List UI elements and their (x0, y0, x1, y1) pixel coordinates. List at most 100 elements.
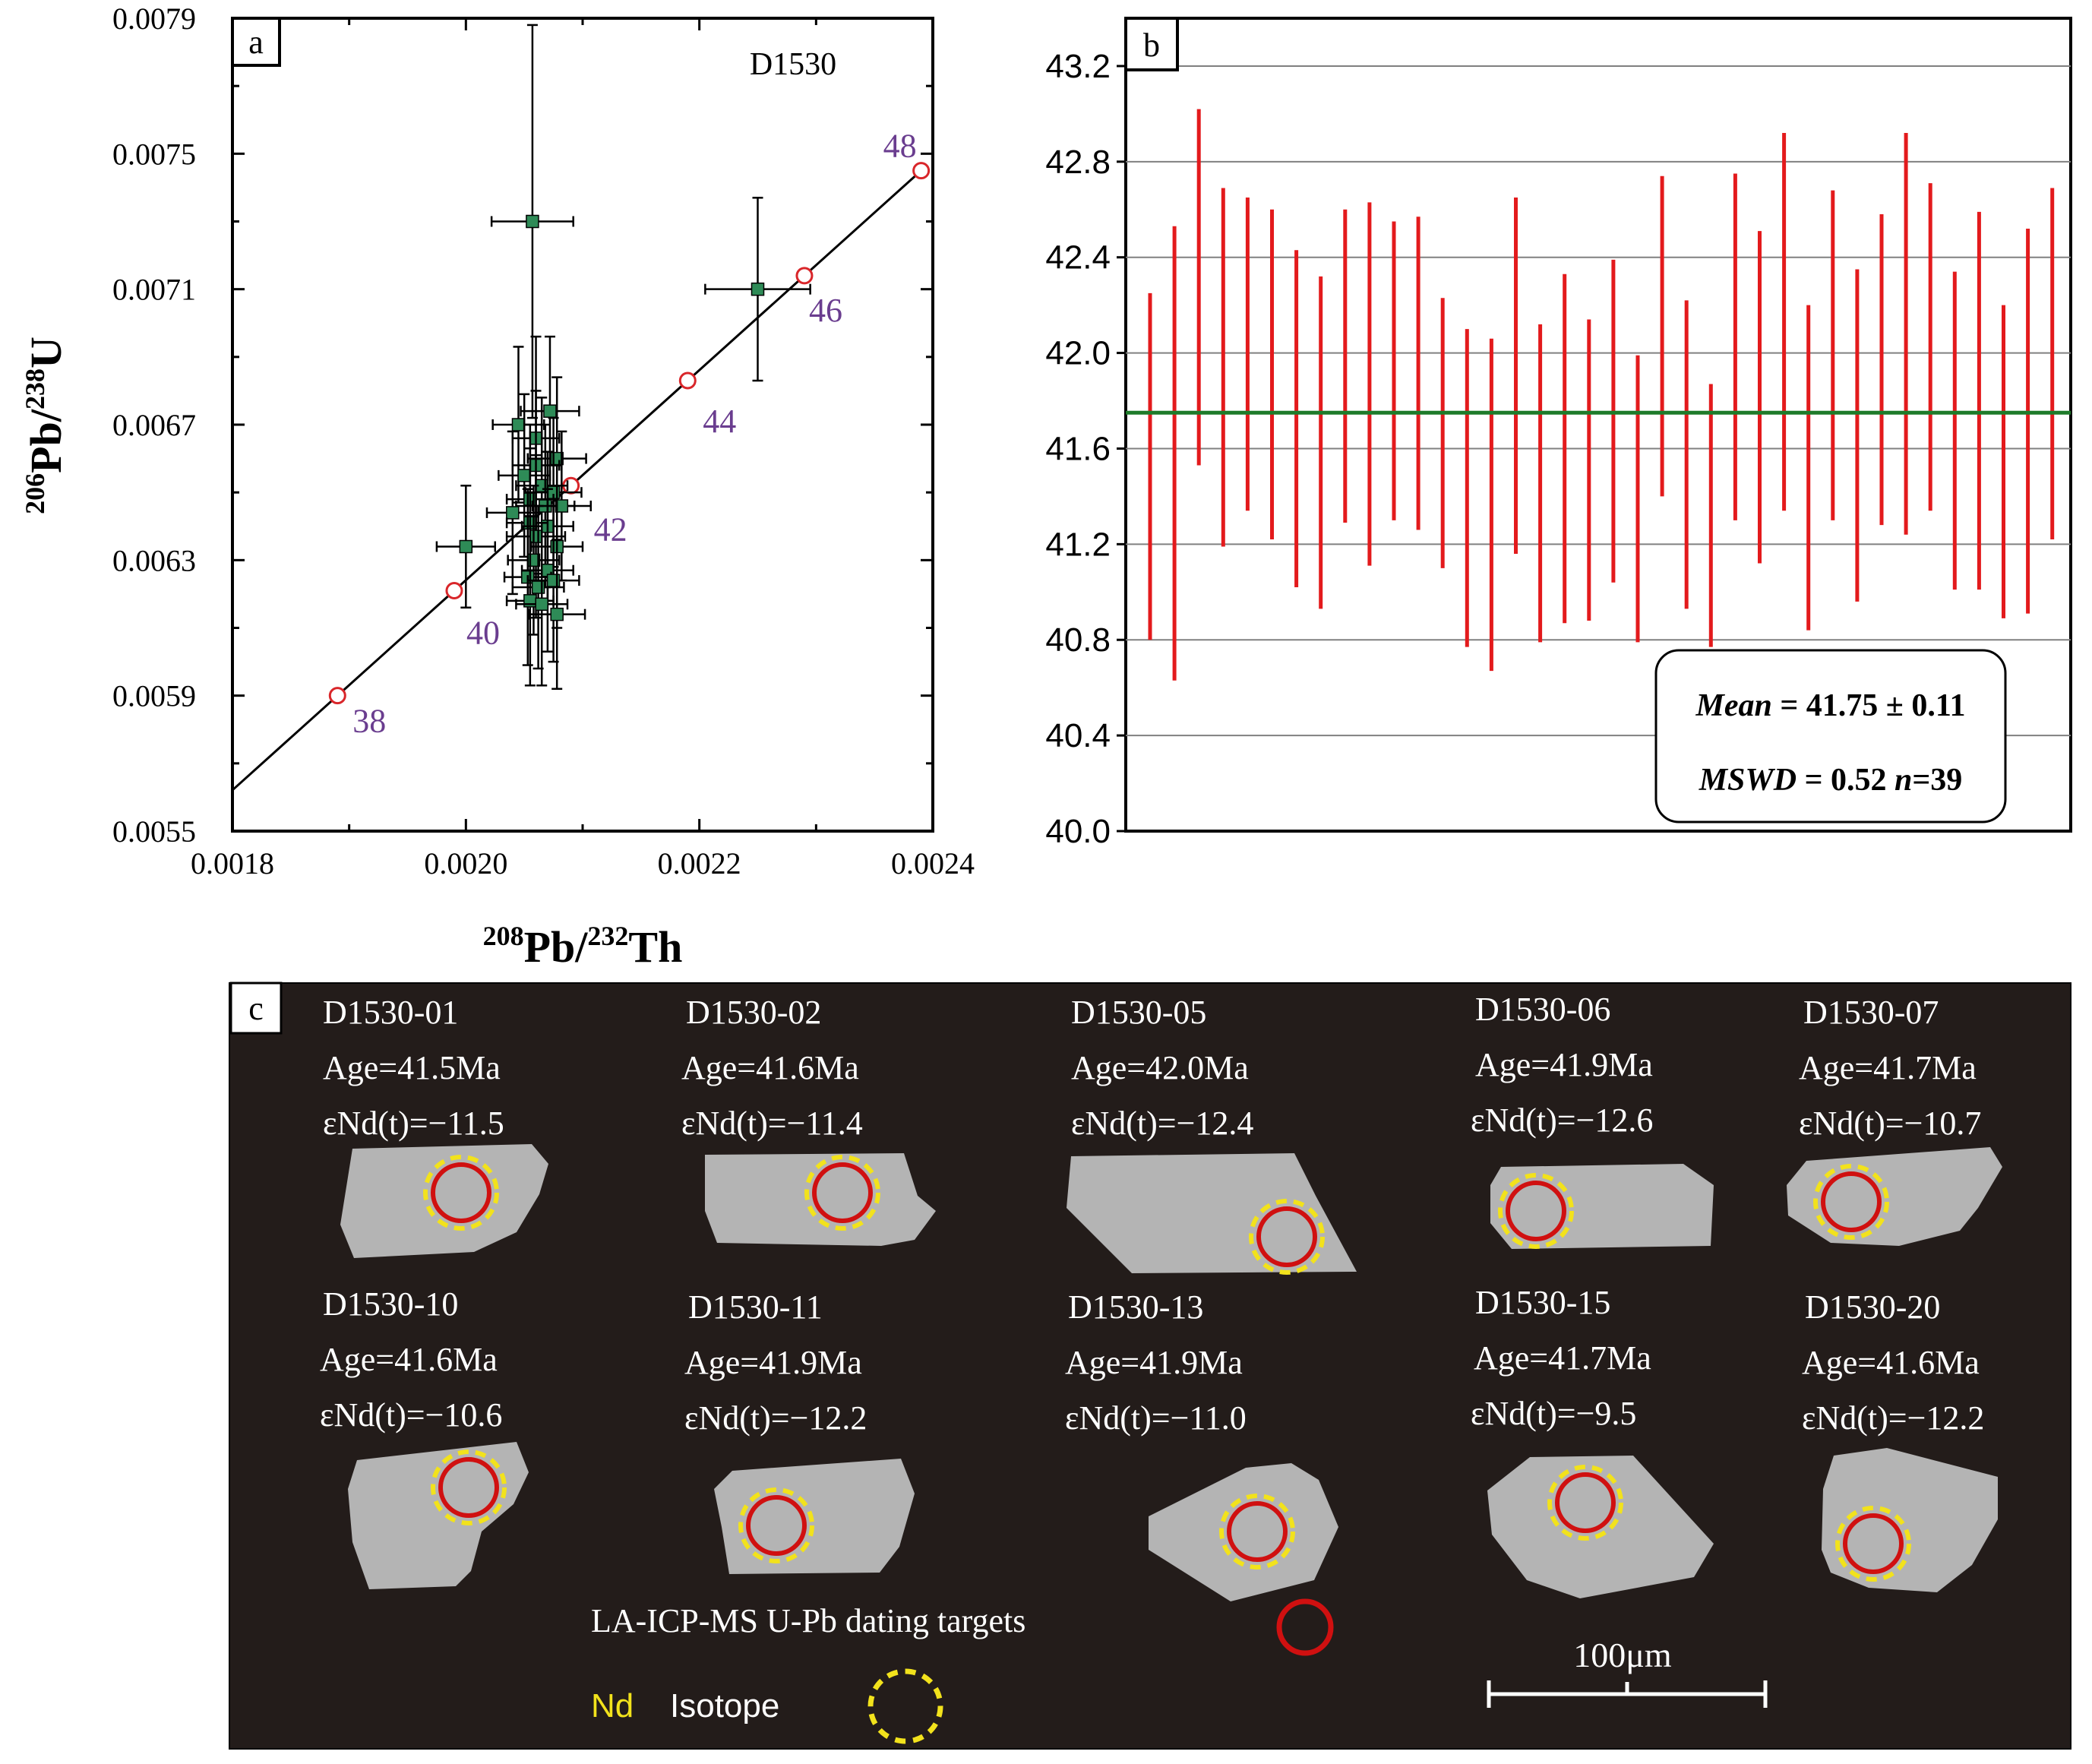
data-point (520, 335, 580, 487)
mean-value: = 41.75 ± 0.11 (1772, 688, 1966, 723)
y-tick-label: 0.0067 (112, 408, 196, 442)
grain-id: D1530-06 (1475, 991, 1610, 1028)
panel-a-x-axis-title: 208Pb/232Th (483, 921, 683, 972)
nd-isotope-target-icon (804, 1155, 880, 1231)
concordia-age-label: 44 (703, 403, 736, 440)
y-title-superscript-206: 206 (20, 473, 50, 514)
data-point-marker (459, 539, 473, 554)
mswd-label: MSWD (1699, 763, 1797, 798)
data-point (435, 485, 496, 609)
data-point-marker (535, 597, 548, 612)
dating-target-icon (1821, 1171, 1882, 1232)
y-tick-label: 42.4 (1045, 239, 1111, 277)
zircon-grain (340, 1144, 548, 1258)
grain-d1530-06: D1530-06 Age=41.9Ma εNd(t)=−12.6 (1471, 991, 1714, 1249)
y-tick-label: 42.0 (1045, 335, 1111, 372)
panel-b-label-box (1124, 17, 1179, 71)
data-point-marker (506, 506, 520, 520)
dating-target-icon (812, 1162, 873, 1223)
nd-isotope-target-icon (431, 1449, 507, 1525)
scale-bar-label: 100μm (1573, 1636, 1672, 1674)
data-point-marker (526, 214, 539, 229)
grain-id: D1530-01 (323, 994, 458, 1031)
grain-age: Age=41.5Ma (323, 1049, 501, 1086)
concordia-age-label: 46 (809, 292, 842, 329)
dating-target-icon (1256, 1206, 1317, 1267)
x-title-pb: Pb/ (524, 922, 589, 972)
data-point (505, 515, 555, 687)
x-title-th: Th (628, 922, 682, 972)
panel-a-y-axis-title: 206Pb/238U (20, 337, 71, 514)
y-tick-label: 40.8 (1045, 621, 1111, 659)
panel-b-label: b (1143, 27, 1160, 64)
y-tick-label: 41.6 (1045, 430, 1111, 467)
grain-id: D1530-13 (1068, 1288, 1203, 1326)
panel-c-grain-images: c D1530-01 Age=41.5Ma εNd(t)=−11.5 D1530… (229, 982, 2071, 1750)
scale-bar (1487, 1680, 1768, 1708)
data-point-marker (555, 499, 569, 513)
zircon-grain (348, 1442, 529, 1589)
panel-b-error-bars (1148, 109, 2055, 681)
legend-nd-label: Nd (591, 1687, 634, 1724)
nd-isotope-target-icon (423, 1155, 499, 1231)
grain-age: Age=41.9Ma (684, 1344, 862, 1381)
data-point (490, 24, 574, 419)
panel-a-concordia: 0.0055 0.0059 0.0063 0.0067 0.0071 0.0075 0.00… (20, 2, 975, 972)
data-point-marker (543, 404, 557, 418)
grain-age: Age=41.9Ma (1065, 1344, 1243, 1381)
grain-age: Age=41.7Ma (1799, 1049, 1977, 1086)
grain-id: D1530-05 (1071, 994, 1206, 1031)
zircon-grain (705, 1153, 936, 1246)
y-title-pb: Pb/ (21, 409, 71, 473)
grain-age: Age=41.7Ma (1474, 1339, 1651, 1377)
concordia-age-label: 38 (352, 703, 386, 740)
grain-end: εNd(t)=−10.7 (1799, 1105, 1981, 1142)
concordia-age-label: 48 (883, 128, 917, 165)
grain-id: D1530-02 (686, 994, 821, 1031)
y-tick-label: 41.2 (1045, 526, 1111, 563)
panel-b-y-tick-labels: 40.0 40.4 40.8 41.2 41.6 42.0 42.4 42.8 43.2 (1045, 48, 1111, 850)
panel-a-label: a (248, 24, 264, 61)
x-tick-label: 0.0018 (191, 846, 274, 880)
grain-age: Age=41.9Ma (1475, 1046, 1653, 1083)
grain-d1530-13: D1530-13 Age=41.9Ma εNd(t)=−11.0 (1065, 1288, 1338, 1601)
grain-end: εNd(t)=−9.5 (1471, 1395, 1636, 1432)
grain-age: Age=41.6Ma (1802, 1344, 1980, 1381)
data-point-marker (529, 530, 543, 543)
panel-a-frame (231, 17, 934, 833)
concordia-age-label: 40 (466, 614, 500, 651)
dating-target-icon (1555, 1472, 1616, 1533)
grain-end: εNd(t)=−10.6 (320, 1396, 502, 1434)
zircon-grain (1067, 1153, 1357, 1273)
legend-dating-circle-icon (1276, 1598, 1334, 1656)
grain-d1530-11: D1530-11 Age=41.9Ma εNd(t)=−12.2 (684, 1288, 915, 1574)
data-point-marker (511, 418, 526, 432)
y-tick-label: 42.8 (1045, 144, 1111, 181)
nd-isotope-target-icon (738, 1487, 814, 1563)
legend-isotope-label: Isotope (670, 1687, 779, 1724)
n-value: =39 (1912, 763, 1962, 798)
legend-nd-circle-icon (867, 1668, 943, 1744)
grain-id: D1530-07 (1803, 994, 1939, 1031)
nd-isotope-target-icon (1498, 1173, 1574, 1249)
panel-b-mean-text: Mean = 41.75 ± 0.11 (1695, 688, 1965, 723)
grain-id: D1530-11 (688, 1288, 823, 1326)
data-point (515, 522, 569, 687)
grain-d1530-07: D1530-07 Age=41.7Ma εNd(t)=−10.7 (1787, 994, 2002, 1246)
data-point-marker (751, 282, 765, 296)
legend-dating-label: LA-ICP-MS U-Pb dating targets (591, 1602, 1025, 1639)
panel-a-sample-name: D1530 (750, 47, 836, 82)
concordia-age-marker (328, 687, 346, 705)
dating-target-icon (746, 1495, 807, 1556)
data-point (507, 485, 561, 636)
n-label: n (1894, 763, 1912, 798)
panel-b-stats-box (1654, 649, 2007, 824)
concordia-age-label: 42 (594, 511, 627, 548)
y-tick-label: 43.2 (1045, 48, 1111, 85)
grain-end: εNd(t)=−11.4 (681, 1105, 863, 1142)
data-point-marker (517, 469, 531, 482)
grain-end: εNd(t)=−12.6 (1471, 1102, 1653, 1139)
concordia-age-marker (795, 267, 814, 285)
data-point (704, 197, 811, 382)
x-tick-label: 0.0024 (891, 846, 975, 880)
